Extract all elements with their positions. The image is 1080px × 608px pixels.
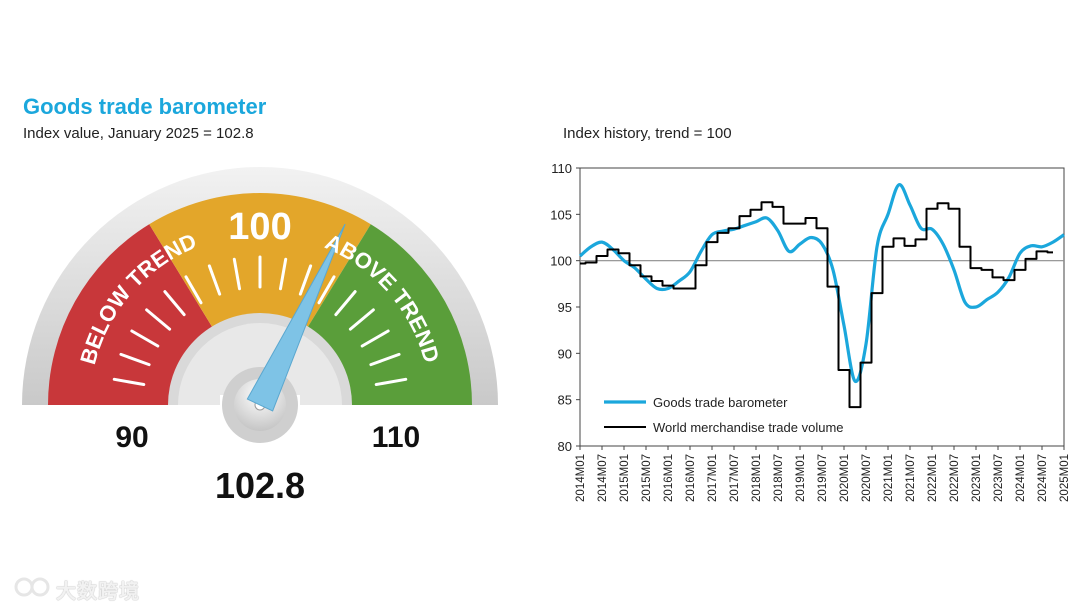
- gauge-max-label: 110: [372, 421, 420, 454]
- y-tick-label: 80: [558, 439, 572, 454]
- x-tick-label: 2020M01: [839, 454, 851, 502]
- gauge-value-label: 102.8: [215, 465, 305, 506]
- watermark-text: 大数跨境: [56, 579, 140, 603]
- legend-label: World merchandise trade volume: [653, 420, 844, 435]
- x-tick-label: 2015M07: [641, 454, 653, 502]
- series-line-barometer: [578, 183, 1065, 383]
- y-tick-label: 85: [558, 393, 572, 408]
- x-tick-label: 2025M01: [1059, 454, 1071, 502]
- gauge-tick: [119, 352, 151, 367]
- gauge-tick: [163, 290, 186, 317]
- gauge-tick: [369, 352, 401, 367]
- x-tick-label: 2019M01: [795, 454, 807, 502]
- chart-title: Index history, trend = 100: [563, 125, 732, 142]
- gauge-tick: [207, 264, 222, 296]
- gauge-tick: [184, 275, 203, 305]
- gauge-mid-label: 100: [228, 206, 291, 248]
- series-line-trade-volume: [580, 201, 1053, 409]
- x-tick-label: 2017M07: [729, 454, 741, 502]
- x-tick-label: 2014M07: [597, 454, 609, 502]
- x-tick-label: 2017M01: [707, 454, 719, 502]
- gauge-tick: [232, 257, 242, 291]
- x-tick-label: 2023M01: [971, 454, 983, 502]
- legend-label: Goods trade barometer: [653, 395, 788, 410]
- x-tick-label: 2022M07: [949, 454, 961, 502]
- gauge-tick: [130, 329, 160, 348]
- gauge-tick: [348, 308, 375, 331]
- y-tick-label: 105: [550, 207, 572, 222]
- x-tick-label: 2016M01: [663, 454, 675, 502]
- gauge-tick: [278, 257, 288, 291]
- x-tick-label: 2021M07: [905, 454, 917, 502]
- x-tick-label: 2020M07: [861, 454, 873, 502]
- gauge-tick: [112, 377, 146, 387]
- gauge-min-label: 90: [115, 421, 148, 454]
- gauge-tick: [298, 264, 313, 296]
- gauge-tick: [145, 308, 172, 331]
- x-tick-label: 2015M01: [619, 454, 631, 502]
- x-tick-label: 2016M07: [685, 454, 697, 502]
- gauge-tick: [360, 329, 390, 348]
- line-chart-svg: 80 85 90 95 100 105 110 2014M01 2014M07 2015M01 20…: [550, 161, 1071, 502]
- x-tick-label: 2019M07: [817, 454, 829, 502]
- x-tick-label: 2024M07: [1037, 454, 1049, 502]
- x-tick-label: 2014M01: [575, 454, 587, 502]
- x-tick-label: 2023M07: [993, 454, 1005, 502]
- y-tick-label: 95: [558, 300, 572, 315]
- x-tick-label: 2018M07: [773, 454, 785, 502]
- x-tick-label: 2018M01: [751, 454, 763, 502]
- gauge-sector-above: [307, 224, 472, 405]
- x-tick-label: 2022M01: [927, 454, 939, 502]
- gauge-subtitle: Index value, January 2025 = 102.8: [23, 125, 254, 142]
- y-tick-label: 90: [558, 346, 572, 361]
- gauge-needle: [246, 223, 346, 412]
- y-tick-label: 110: [551, 161, 572, 176]
- gauge-tick: [334, 290, 357, 317]
- x-tick-label: 2021M01: [883, 454, 895, 502]
- y-tick-label: 100: [550, 254, 572, 269]
- gauge-inner-face: [178, 323, 342, 405]
- gauge-tick: [374, 377, 408, 387]
- gauge-tick: [317, 275, 336, 305]
- index-history-chart: 80 85 90 95 100 105 110 2014M01 2014M07 2015M01 20…: [540, 150, 1080, 530]
- page-title: Goods trade barometer: [23, 94, 267, 119]
- gauge-rim: [22, 167, 498, 405]
- gauge-sector-below: [48, 224, 213, 405]
- x-tick-label: 2024M01: [1015, 454, 1027, 502]
- watermark-logo-icon: [14, 577, 50, 597]
- barometer-gauge: 100 BELOW TREND ABOVE TREND 90 110 102.8: [20, 165, 520, 515]
